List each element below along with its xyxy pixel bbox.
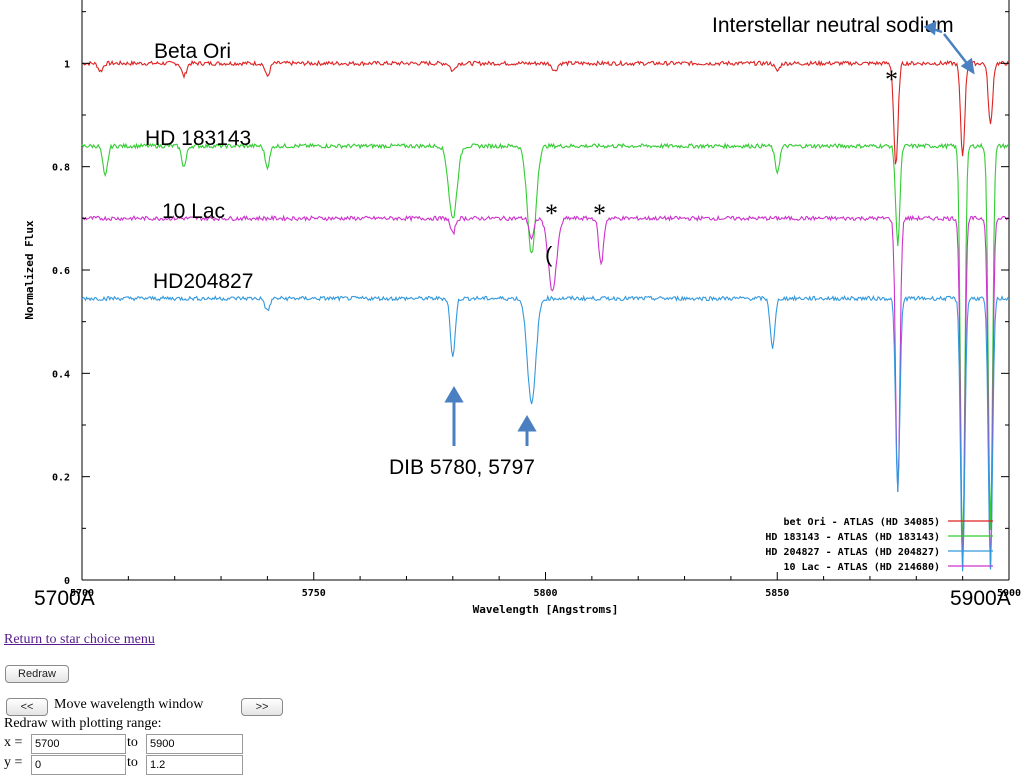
x-tick-label: 5850 bbox=[765, 588, 789, 599]
arrow-dib-5780 bbox=[444, 386, 464, 446]
next-window-button[interactable]: >> bbox=[241, 698, 283, 716]
x-to-label: to bbox=[127, 735, 138, 750]
y-tick-label: 0.6 bbox=[52, 266, 70, 277]
series-line-0 bbox=[81, 59, 1010, 165]
y-tick-label: 0.4 bbox=[52, 369, 70, 380]
axes-layer: 0 0.2 0.4 0.6 0.8 1 5700 5750 5800 5850 5900 Wavele… bbox=[23, 11, 1021, 616]
arrow-sodium-a bbox=[923, 20, 943, 36]
arrow-dib-5797 bbox=[517, 415, 537, 446]
y-tick-label: 1 bbox=[64, 59, 70, 70]
x-min-input[interactable] bbox=[31, 734, 126, 754]
series-line-2 bbox=[81, 214, 1010, 570]
y-max-input[interactable] bbox=[146, 755, 243, 775]
plot-range-text: Redraw with plotting range: bbox=[4, 716, 162, 731]
paren-mark: ( bbox=[545, 242, 553, 267]
y-tick-label: 0.8 bbox=[52, 163, 70, 174]
asterisk-10lac-b: * bbox=[593, 199, 606, 228]
star-label-hd183143: HD 183143 bbox=[145, 127, 251, 150]
arrow-sodium-b bbox=[943, 33, 975, 75]
y-min-input[interactable] bbox=[31, 755, 126, 775]
legend-entry: HD 183143 - ATLAS (HD 183143) bbox=[765, 532, 940, 543]
x-tick-label: 5800 bbox=[533, 588, 557, 599]
y-tick-label: 0.2 bbox=[52, 473, 70, 484]
x-axis-label: Wavelength [Angstroms] bbox=[473, 603, 619, 616]
series-line-1 bbox=[81, 142, 1010, 557]
move-window-text: Move wavelength window bbox=[54, 697, 204, 712]
spectrum-chart: 0 0.2 0.4 0.6 0.8 1 5700 5750 5800 5850 5900 Wavele… bbox=[23, 0, 1022, 616]
asterisk-sodium: * bbox=[885, 65, 898, 94]
prev-window-button[interactable]: << bbox=[6, 698, 48, 716]
star-label-hd204827: HD204827 bbox=[153, 270, 253, 293]
star-label-10-lac: 10 Lac bbox=[162, 200, 225, 223]
series-layer bbox=[81, 59, 1010, 572]
redraw-button[interactable]: Redraw bbox=[5, 665, 69, 683]
legend-entry: 10 Lac - ATLAS (HD 214680) bbox=[783, 562, 940, 573]
range-left-label: 5700A bbox=[34, 587, 95, 610]
series-line-3 bbox=[81, 294, 1010, 572]
legend-entry: bet Ori - ATLAS (HD 34085) bbox=[783, 516, 940, 528]
x-tick-label: 5900 bbox=[997, 588, 1021, 599]
interstellar-sodium-label: Interstellar neutral sodium bbox=[712, 14, 954, 37]
dib-label: DIB 5780, 5797 bbox=[389, 456, 535, 479]
y-axis-label: Normalized Flux bbox=[23, 220, 36, 320]
x-range-label: x = bbox=[4, 735, 23, 750]
annotation-layer: Beta Ori HD 183143 10 Lac HD204827 Inter… bbox=[34, 14, 1011, 610]
star-label-beta-ori: Beta Ori bbox=[154, 40, 231, 63]
legend: bet Ori - ATLAS (HD 34085) HD 183143 - AT… bbox=[765, 516, 993, 573]
y-tick-label: 0 bbox=[64, 576, 70, 587]
y-to-label: to bbox=[127, 755, 138, 770]
range-right-label: 5900A bbox=[950, 587, 1011, 610]
y-range-label: y = bbox=[4, 755, 23, 770]
legend-entry: HD 204827 - ATLAS (HD 204827) bbox=[765, 547, 940, 558]
x-tick-label: 5700 bbox=[70, 588, 94, 599]
asterisk-10lac-a: * bbox=[545, 199, 558, 228]
return-to-menu-link[interactable]: Return to star choice menu bbox=[4, 632, 155, 647]
x-tick-label: 5750 bbox=[302, 588, 326, 599]
x-max-input[interactable] bbox=[146, 734, 243, 754]
